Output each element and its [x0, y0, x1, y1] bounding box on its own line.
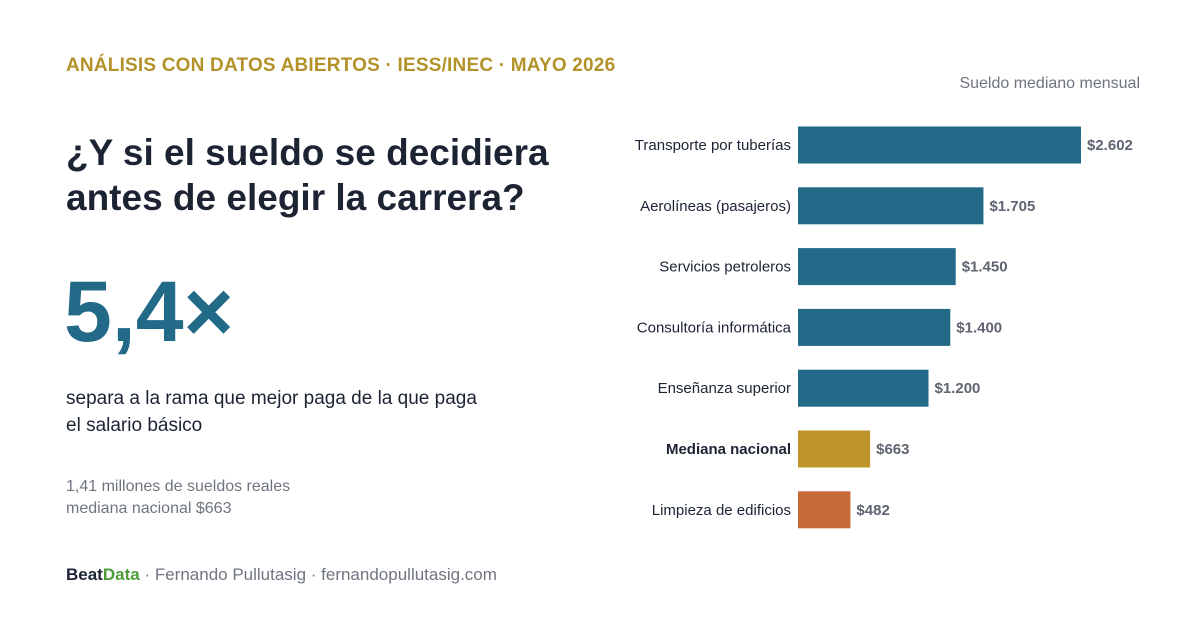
value-label-1: $2.602 — [1087, 137, 1133, 154]
bar-4 — [798, 308, 951, 346]
category-label-1: Transporte por tuberías — [635, 137, 791, 154]
footer-credits: · Fernando Pullutasig · fernandopullutas… — [139, 565, 497, 584]
headline: ¿Y si el sueldo se decidiera antes de el… — [66, 132, 549, 218]
bar-6 — [798, 430, 871, 468]
category-label-6: Mediana nacional — [666, 441, 791, 458]
bar-2 — [798, 187, 984, 225]
big-number: 5,4× — [64, 264, 234, 360]
value-label-5: $1.200 — [935, 380, 981, 397]
category-label-4: Consultoría informática — [637, 319, 792, 336]
bar-1 — [798, 126, 1081, 164]
chart-title: Sueldo mediano mensual — [959, 75, 1140, 92]
note: 1,41 millones de sueldos reales mediana … — [66, 476, 290, 520]
category-label-5: Enseñanza superior — [658, 380, 791, 397]
bar-3 — [798, 248, 956, 286]
brand-name-beat: Beat — [66, 565, 103, 584]
value-label-7: $482 — [856, 502, 889, 519]
value-label-6: $663 — [876, 441, 909, 458]
category-label-2: Aerolíneas (pasajeros) — [640, 198, 791, 215]
category-label-7: Limpieza de edificios — [652, 502, 791, 519]
bar-5 — [798, 369, 929, 407]
note-line-2: mediana nacional $663 — [66, 500, 232, 517]
value-label-3: $1.450 — [962, 259, 1008, 276]
value-label-2: $1.705 — [989, 198, 1035, 215]
brand-name-data: Data — [102, 565, 140, 584]
note-line-1: 1,41 millones de sueldos reales — [66, 478, 291, 495]
bar-7 — [798, 491, 851, 529]
eyebrow-text: ANÁLISIS CON DATOS ABIERTOS · IESS/INEC … — [66, 55, 616, 76]
category-label-3: Servicios petroleros — [659, 259, 791, 276]
description: separa a la rama que mejor paga de la qu… — [66, 388, 477, 436]
footer: BeatData · Fernando Pullutasig · fernand… — [66, 565, 497, 585]
value-label-4: $1.400 — [956, 319, 1002, 336]
